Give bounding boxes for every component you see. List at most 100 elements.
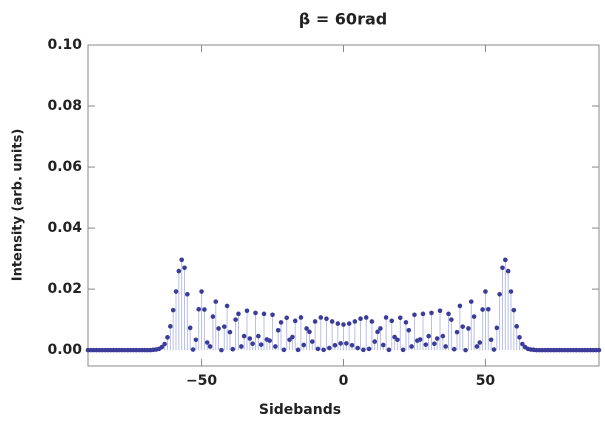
point (386, 347, 392, 353)
point (204, 340, 210, 345)
point (341, 322, 346, 327)
point (287, 337, 292, 343)
point (485, 306, 491, 312)
point (503, 257, 508, 263)
point (517, 335, 522, 340)
point (449, 317, 454, 322)
y-tick-label: 0.08 (47, 98, 82, 114)
point (267, 338, 272, 343)
point (443, 344, 449, 349)
point (363, 315, 369, 320)
point (332, 342, 338, 348)
point (412, 312, 417, 318)
point (423, 342, 429, 347)
point (417, 337, 423, 342)
point (290, 334, 295, 340)
point (315, 346, 321, 352)
point (344, 341, 349, 346)
point (355, 345, 360, 351)
point (463, 347, 468, 353)
point (375, 329, 380, 335)
point (437, 308, 443, 314)
point (352, 319, 358, 324)
point (346, 321, 352, 326)
point (207, 344, 213, 349)
point (494, 325, 500, 331)
point (508, 289, 514, 294)
point (233, 317, 238, 322)
point (187, 325, 193, 331)
point (500, 265, 505, 271)
point (596, 347, 602, 353)
point (361, 347, 366, 353)
point (182, 265, 187, 271)
point (434, 336, 440, 341)
point (304, 326, 309, 331)
point (491, 347, 497, 352)
point (193, 337, 199, 343)
point (474, 344, 480, 349)
x-tick-label: −50 (186, 373, 217, 389)
point (335, 321, 341, 326)
point (224, 303, 230, 309)
point (338, 341, 343, 346)
point (253, 310, 258, 316)
point (440, 333, 446, 339)
point (383, 315, 389, 320)
point (295, 347, 301, 353)
point (497, 291, 502, 297)
point (520, 341, 525, 347)
point (168, 324, 173, 329)
chart-title: β = 60rad (299, 10, 387, 29)
point (256, 333, 261, 339)
point (247, 336, 253, 341)
point (179, 257, 184, 263)
point (514, 324, 519, 329)
point (420, 311, 426, 317)
point (457, 303, 463, 309)
point (358, 316, 363, 322)
point (162, 341, 167, 347)
point (239, 344, 244, 349)
point (389, 318, 395, 324)
point (400, 347, 406, 353)
point (366, 346, 372, 352)
y-tick-label: 0.02 (47, 281, 82, 297)
point (477, 340, 483, 345)
point (244, 308, 250, 314)
x-axis-label: Sidebands (259, 402, 341, 418)
point (216, 326, 221, 331)
point (488, 337, 494, 343)
y-axis-label: Intensity (arb. units) (11, 129, 26, 282)
point (307, 329, 312, 335)
point (403, 320, 409, 325)
point (468, 299, 474, 304)
point (511, 307, 517, 313)
point (221, 324, 227, 329)
point (213, 299, 219, 304)
point (429, 310, 434, 316)
point (321, 347, 326, 353)
point (378, 326, 383, 331)
point (409, 344, 414, 349)
point (397, 315, 403, 321)
point (301, 342, 307, 348)
point (454, 329, 460, 335)
y-tick-label: 0.06 (47, 159, 82, 175)
point (241, 333, 247, 339)
point (466, 326, 471, 331)
point (460, 324, 466, 329)
point (451, 346, 457, 352)
point (380, 342, 386, 348)
x-tick-label: 50 (476, 373, 496, 389)
point (406, 327, 412, 333)
point (278, 320, 284, 325)
point (432, 341, 437, 347)
point (202, 307, 207, 312)
y-tick-label: 0.10 (47, 37, 82, 53)
point (273, 344, 278, 349)
point (426, 333, 431, 339)
point (471, 314, 477, 319)
y-tick-label: 0.04 (47, 220, 82, 236)
